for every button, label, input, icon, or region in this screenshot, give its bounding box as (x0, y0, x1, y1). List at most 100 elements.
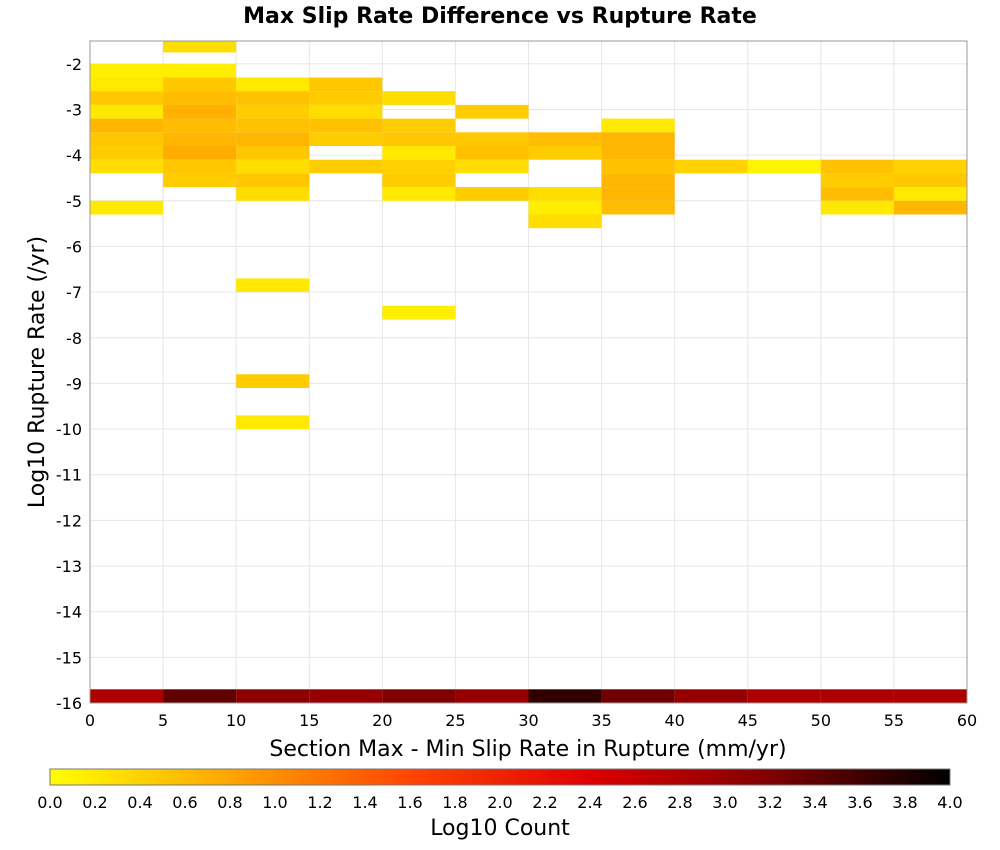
colorbar-tick-label: 0.4 (127, 793, 152, 812)
heatmap-cell (163, 63, 237, 78)
heatmap-cell (309, 132, 383, 147)
heatmap-cell (236, 146, 310, 160)
y-tick-label: -5 (66, 192, 82, 211)
x-tick-label: 25 (445, 711, 465, 730)
x-tick-label: 10 (226, 711, 246, 730)
heatmap-cell (236, 77, 310, 92)
heatmap-cell (163, 159, 237, 174)
heatmap-cell (820, 173, 894, 188)
heatmap-cell (236, 187, 310, 201)
heatmap-cell (163, 104, 237, 119)
heatmap-cell (236, 415, 310, 430)
y-tick-label: -7 (66, 283, 82, 302)
colorbar-tick-label: 1.6 (397, 793, 422, 812)
colorbar-label: Log10 Count (430, 816, 570, 841)
heatmap-cell (528, 132, 602, 147)
colorbar-tick-label: 2.8 (667, 793, 692, 812)
x-tick-label: 40 (664, 711, 684, 730)
colorbar-tick-label: 2.2 (532, 793, 557, 812)
y-tick-label: -13 (56, 557, 82, 576)
colorbar-tick-label: 3.0 (712, 793, 737, 812)
heatmap-cell (820, 159, 894, 174)
heatmap-cell (674, 689, 748, 703)
heatmap-cell (528, 214, 602, 229)
heatmap-cell (893, 200, 967, 215)
x-tick-label: 0 (85, 711, 95, 730)
colorbar-tick-labels: 0.0 0.2 0.4 0.6 0.8 1.0 1.2 1.4 1.6 1.8 2.0 2.2 2.4 2… (37, 793, 962, 812)
heatmap-cell (90, 146, 164, 160)
heatmap-cell (455, 132, 529, 147)
heatmap-cell (382, 146, 456, 160)
heatmap-cell (893, 689, 967, 703)
x-tick-label: 50 (811, 711, 831, 730)
x-tick-labels: 0 5 10 15 20 25 30 35 40 45 50 55 60 (85, 711, 977, 730)
heatmap-cell (236, 374, 310, 388)
colorbar-tick-label: 3.2 (757, 793, 782, 812)
x-tick-label: 5 (158, 711, 168, 730)
y-tick-label: -11 (56, 466, 82, 485)
heatmap-cell (236, 118, 310, 133)
colorbar-tick-label: 3.6 (847, 793, 872, 812)
heatmap-cell (674, 159, 748, 174)
x-axis-label: Section Max - Min Slip Rate in Rupture (… (269, 737, 786, 762)
heatmap-cell (163, 173, 237, 188)
plot-frame (89, 40, 968, 704)
heatmap-cell (309, 118, 383, 133)
heatmap-cell (309, 91, 383, 105)
chart-title: Max Slip Rate Difference vs Rupture Rate (243, 4, 757, 29)
heatmap-cell (163, 41, 237, 53)
heatmap-cell (236, 91, 310, 105)
heatmap-cell (236, 159, 310, 174)
heatmap-cell (747, 159, 821, 174)
heatmap-cell (236, 132, 310, 147)
heatmap-cell (455, 159, 529, 174)
heatmap-cell (820, 187, 894, 201)
colorbar-tick-label: 1.4 (352, 793, 377, 812)
heatmap-cell (601, 118, 675, 133)
x-tick-label: 45 (738, 711, 758, 730)
heatmap-cell (893, 159, 967, 174)
heatmap-cell (163, 132, 237, 147)
heatmap-cell (601, 132, 675, 147)
heatmap-cell (236, 173, 310, 188)
heatmap-cell (309, 159, 383, 174)
heatmap-cell (382, 91, 456, 105)
colorbar-tick-label: 3.8 (892, 793, 917, 812)
heatmap-cell (90, 159, 164, 174)
colorbar-tick-label: 1.0 (262, 793, 287, 812)
x-tick-label: 55 (884, 711, 904, 730)
y-axis-label: Log10 Rupture Rate (/yr) (25, 236, 50, 508)
heatmap-cell (236, 104, 310, 119)
heatmap-cell (163, 146, 237, 160)
y-tick-label: -6 (66, 237, 82, 256)
heatmap-cell (382, 132, 456, 147)
heatmap-cell (309, 104, 383, 119)
x-tick-label: 35 (591, 711, 611, 730)
heatmap-cell (455, 104, 529, 119)
colorbar-tick-label: 3.4 (802, 793, 827, 812)
colorbar-tick-label: 1.2 (307, 793, 332, 812)
heatmap-cell (382, 689, 456, 703)
heatmap-cell (90, 132, 164, 147)
heatmap-cell (90, 104, 164, 119)
y-tick-label: -12 (56, 511, 82, 530)
y-tick-label: -14 (56, 603, 82, 622)
colorbar-tick-label: 0.8 (217, 793, 242, 812)
y-tick-label: -4 (66, 146, 82, 165)
x-tick-label: 60 (957, 711, 977, 730)
heatmap-cell (163, 689, 237, 703)
colorbar-tick-label: 1.8 (442, 793, 467, 812)
heatmap-cell (601, 159, 675, 174)
heatmap-cell (601, 146, 675, 160)
heatmap-cell (601, 689, 675, 703)
y-tick-label: -3 (66, 100, 82, 119)
heatmap-cell (820, 200, 894, 215)
y-tick-label: -10 (56, 420, 82, 439)
colorbar-tick-label: 0.6 (172, 793, 197, 812)
heatmap-cell (90, 91, 164, 105)
heatmap-cell (893, 173, 967, 188)
heatmap-cell (601, 173, 675, 188)
heatmap-cell (382, 159, 456, 174)
heatmap-cell (528, 146, 602, 160)
